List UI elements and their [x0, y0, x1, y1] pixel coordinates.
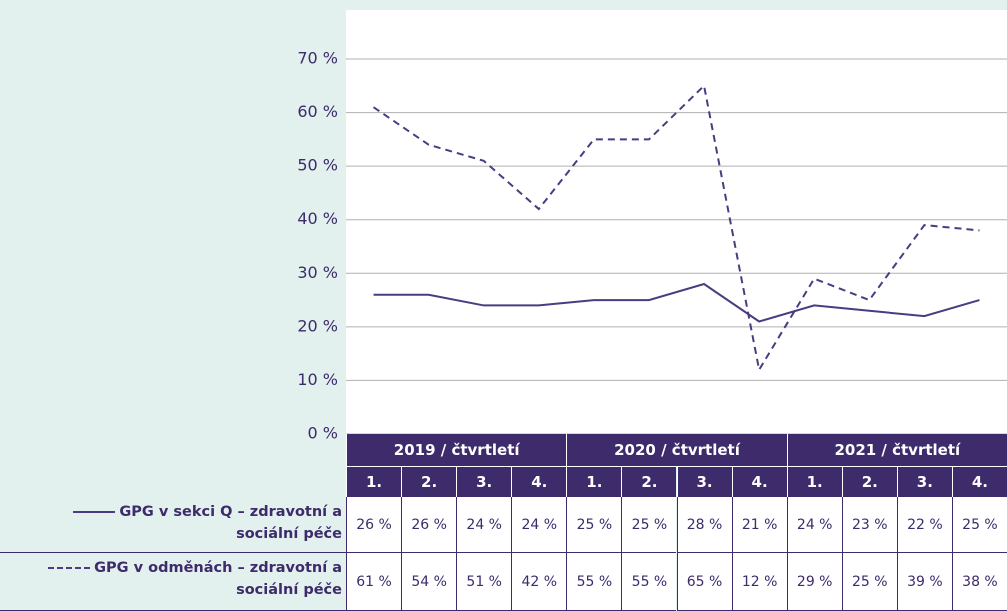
table-value: 65 % — [676, 553, 732, 611]
table-value: 55 % — [566, 553, 622, 611]
x-tick-label: 3. — [676, 466, 732, 497]
table-value: 25 % — [841, 553, 897, 611]
series-line — [373, 282, 980, 323]
x-tick-label: 2. — [401, 466, 457, 497]
y-tick-label: 50 % — [297, 156, 338, 175]
x-tick-label: 2. — [841, 466, 897, 497]
x-tick-label: 2. — [621, 466, 677, 497]
y-tick-label: 70 % — [297, 49, 338, 68]
table-value: 24 % — [786, 497, 842, 553]
table-value: 51 % — [456, 553, 512, 611]
x-tick-label: 3. — [896, 466, 952, 497]
table-value: 42 % — [511, 553, 567, 611]
group-header: 2021 / čtvrtletí — [786, 434, 1007, 466]
y-tick-label: 10 % — [297, 370, 338, 389]
y-tick-label: 20 % — [297, 316, 338, 335]
y-tick-label: 30 % — [297, 263, 338, 282]
table-value: 39 % — [896, 553, 952, 611]
table-value: 38 % — [951, 553, 1007, 611]
table-value: 54 % — [401, 553, 457, 611]
table-value: 23 % — [841, 497, 897, 553]
x-tick-label: 1. — [346, 466, 402, 497]
legend-entry: GPG v odměnách – zdravotní a sociální pé… — [0, 553, 346, 611]
x-tick-label: 3. — [456, 466, 512, 497]
x-tick-label: 1. — [566, 466, 622, 497]
table-value: 26 % — [346, 497, 402, 553]
legend-swatch — [48, 567, 91, 569]
table-value: 61 % — [346, 553, 402, 611]
table-value: 12 % — [731, 553, 787, 611]
x-tick-label: 4. — [731, 466, 787, 497]
table-value: 24 % — [511, 497, 567, 553]
legend-label: GPG v odměnách – zdravotní a sociální pé… — [94, 560, 342, 598]
table-value: 29 % — [786, 553, 842, 611]
table-value: 26 % — [401, 497, 457, 553]
legend-entry: GPG v sekci Q – zdravotní a sociální péč… — [0, 497, 346, 553]
table-value: 25 % — [566, 497, 622, 553]
table-value: 24 % — [456, 497, 512, 553]
table-value: 21 % — [731, 497, 787, 553]
legend-swatch — [73, 511, 116, 513]
table-value: 28 % — [676, 497, 732, 553]
table-value: 25 % — [621, 497, 677, 553]
y-tick-label: 60 % — [297, 102, 338, 121]
y-tick-label: 0 % — [308, 424, 338, 443]
y-tick-label: 40 % — [297, 209, 338, 228]
plot-area — [346, 10, 1007, 435]
group-header: 2020 / čtvrtletí — [566, 434, 787, 466]
table-value: 22 % — [896, 497, 952, 553]
group-header: 2019 / čtvrtletí — [346, 434, 567, 466]
x-tick-label: 4. — [511, 466, 567, 497]
table-value: 55 % — [621, 553, 677, 611]
series-line — [372, 83, 980, 373]
table-value: 25 % — [951, 497, 1007, 553]
legend-label: GPG v sekci Q – zdravotní a sociální péč… — [119, 504, 342, 542]
x-tick-label: 1. — [786, 466, 842, 497]
x-tick-label: 4. — [951, 466, 1007, 497]
